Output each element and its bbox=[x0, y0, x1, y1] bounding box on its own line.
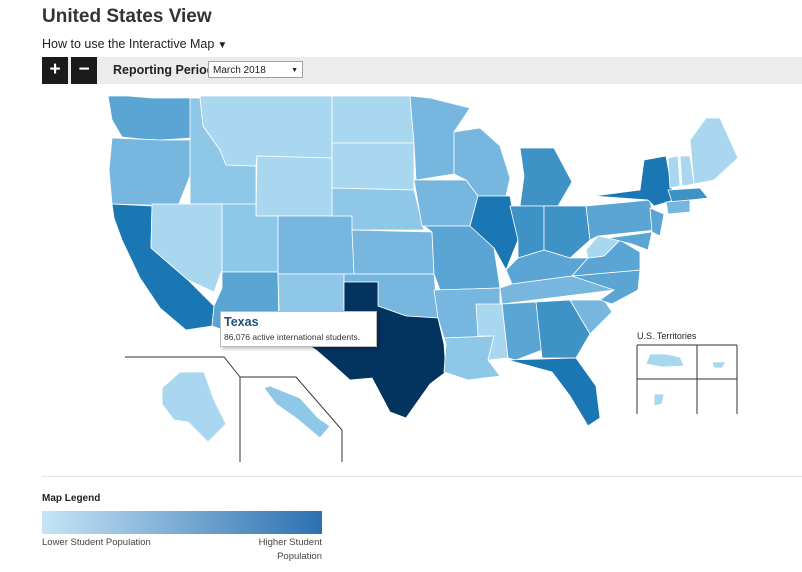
state-georgia[interactable] bbox=[535, 299, 591, 359]
state-oregon[interactable] bbox=[108, 137, 193, 207]
zoom-in-button[interactable]: + bbox=[42, 57, 68, 84]
select-caret-icon: ▼ bbox=[291, 67, 298, 74]
state-iowa[interactable] bbox=[413, 179, 479, 227]
inset-frame-territories bbox=[636, 344, 738, 414]
territory-virgin-islands[interactable] bbox=[711, 361, 727, 369]
territory-guam[interactable] bbox=[653, 393, 665, 407]
state-connecticut[interactable] bbox=[665, 199, 691, 215]
state-new-york[interactable] bbox=[593, 155, 675, 207]
legend-title: Map Legend bbox=[42, 493, 101, 504]
state-tooltip: Texas 86,076 active international studen… bbox=[220, 311, 377, 347]
state-massachusetts[interactable] bbox=[667, 187, 709, 203]
legend-gradient bbox=[42, 511, 322, 534]
state-florida[interactable] bbox=[507, 357, 601, 427]
reporting-period-value: March 2018 bbox=[213, 65, 266, 76]
map-toolbar: + − Reporting Period: March 2018 ▼ bbox=[42, 57, 802, 84]
state-maine[interactable] bbox=[689, 117, 739, 185]
us-map bbox=[107, 95, 739, 462]
state-south-carolina[interactable] bbox=[569, 299, 613, 335]
state-washington[interactable] bbox=[107, 95, 193, 141]
state-wyoming[interactable] bbox=[255, 155, 333, 217]
how-to-use-label: How to use the Interactive Map bbox=[42, 37, 215, 51]
page-title: United States View bbox=[42, 6, 212, 27]
territory-puerto-rico[interactable] bbox=[645, 353, 685, 368]
state-new-jersey[interactable] bbox=[649, 207, 665, 237]
inset-frame-hawaii bbox=[240, 376, 343, 462]
state-alabama[interactable] bbox=[501, 301, 543, 361]
state-vermont[interactable] bbox=[667, 155, 681, 189]
tooltip-state-name: Texas bbox=[224, 315, 259, 329]
territories-label: U.S. Territories bbox=[637, 331, 697, 341]
legend-high-label: Higher Student Population bbox=[258, 537, 322, 562]
how-to-use-link[interactable]: How to use the Interactive Map ▼ bbox=[42, 37, 227, 51]
inset-frame-alaska bbox=[125, 356, 241, 462]
state-kansas[interactable] bbox=[351, 229, 435, 275]
state-ohio[interactable] bbox=[543, 205, 591, 259]
legend-low-label: Lower Student Population bbox=[42, 537, 151, 548]
state-colorado[interactable] bbox=[277, 215, 355, 275]
section-divider bbox=[42, 476, 802, 477]
tooltip-student-count: 86,076 active international students. bbox=[224, 332, 361, 342]
state-south-dakota[interactable] bbox=[331, 142, 415, 191]
state-pennsylvania[interactable] bbox=[585, 199, 657, 241]
state-alaska[interactable] bbox=[161, 371, 227, 443]
state-maryland[interactable] bbox=[607, 231, 653, 251]
zoom-out-button[interactable]: − bbox=[71, 57, 97, 84]
reporting-period-select[interactable]: March 2018 ▼ bbox=[208, 61, 303, 78]
reporting-period-label: Reporting Period: bbox=[113, 63, 219, 77]
state-michigan[interactable] bbox=[519, 147, 573, 207]
state-north-dakota[interactable] bbox=[331, 95, 415, 144]
state-hawaii[interactable] bbox=[263, 385, 331, 439]
caret-down-icon: ▼ bbox=[217, 40, 228, 51]
